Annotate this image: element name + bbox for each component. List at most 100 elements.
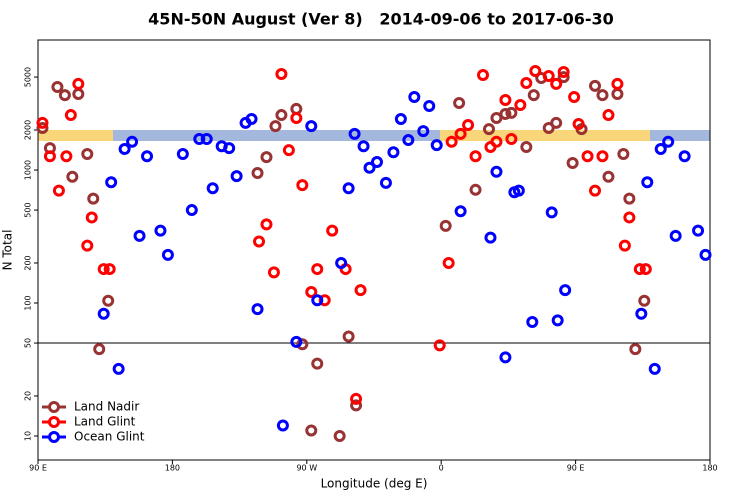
point [602,109,615,122]
surface-strip [38,130,710,141]
point [269,120,282,133]
point [551,314,564,327]
legend-marker [48,416,60,428]
point [253,235,266,248]
point [290,112,303,125]
point [402,134,415,147]
point [469,150,482,163]
point [311,294,324,307]
point [379,176,392,189]
point [499,351,512,364]
point [505,133,518,146]
point [527,89,540,102]
point [623,211,636,224]
series [36,65,652,405]
series [36,71,651,443]
point [348,127,361,140]
point [326,224,339,237]
point [654,142,667,155]
point [490,112,503,125]
point [333,430,346,443]
point [581,150,594,163]
point [52,184,65,197]
point [482,123,495,136]
point [251,166,264,179]
x-axis-label: Longitude (deg E) [321,477,428,491]
point [275,109,288,122]
x-tick-label: 180 [702,464,717,473]
point [542,70,555,83]
point [408,91,421,104]
point [245,112,258,125]
y-tick-label: 2000 [24,120,33,140]
point [58,89,71,102]
point [635,307,648,320]
point [520,140,533,153]
point [185,204,198,217]
point [161,248,174,261]
point [342,182,355,195]
point [97,307,110,320]
y-tick-label: 10 [24,431,33,441]
point [629,343,642,356]
point [193,133,206,146]
point [335,256,348,269]
x-tick-label: 0 [439,464,444,473]
point [354,284,367,297]
point [596,89,609,102]
legend-marker [48,431,60,443]
point [469,183,482,196]
point [490,165,503,178]
point [296,179,309,192]
point [589,79,602,92]
point [596,150,609,163]
point [490,135,503,148]
point [641,176,654,189]
point [200,133,213,146]
chart-title: 45N-50N August (Ver 8) 2014-09-06 to 201… [148,10,614,29]
point [154,224,167,237]
point [638,294,651,307]
y-tick-label: 20 [24,391,33,401]
point [445,135,458,148]
point [126,135,139,148]
point [514,99,527,112]
point [206,182,219,195]
y-tick-label: 50 [24,338,33,348]
point [72,77,85,90]
point [350,392,363,405]
point [623,192,636,205]
point [526,315,539,328]
point [87,192,100,205]
point [112,362,125,375]
point [417,125,430,138]
y-tick-label: 100 [24,295,33,310]
point [692,224,705,237]
point [141,150,154,163]
point [305,424,318,437]
y-tick-label: 200 [24,255,33,270]
x-tick-label: 90 E [29,464,47,473]
point [305,120,318,133]
point [230,170,243,183]
point [102,294,115,307]
land-strip [440,130,650,141]
point [633,263,646,276]
point [394,112,407,125]
point [550,116,563,129]
point [357,140,370,153]
point [133,229,146,242]
point [305,286,318,299]
point [566,156,579,169]
point [699,248,712,261]
point [43,150,56,163]
point [602,170,615,183]
point [529,65,542,78]
point [342,330,355,343]
point [439,219,452,232]
point [505,106,518,119]
point [260,218,273,231]
x-tick-label: 180 [165,464,180,473]
point [51,81,64,94]
